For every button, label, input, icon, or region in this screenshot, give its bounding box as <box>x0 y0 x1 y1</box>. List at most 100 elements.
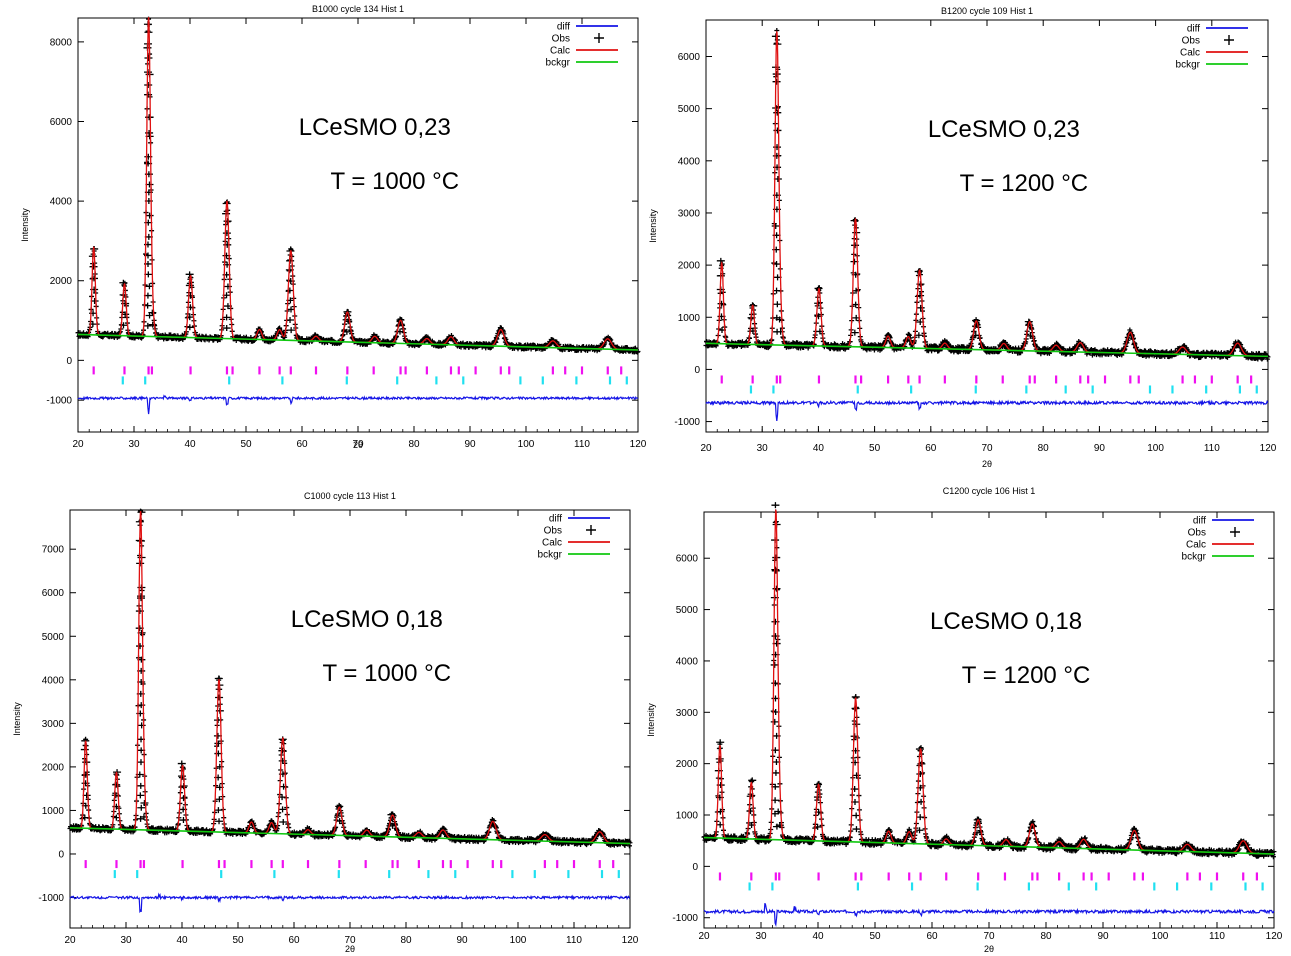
sample-label: LCeSMO 0,18 <box>291 606 443 633</box>
y-tick-label: 5000 <box>676 605 699 616</box>
y-tick-label: 1000 <box>42 806 65 817</box>
y-tick-label: 5000 <box>678 104 701 115</box>
x-tick-label: 110 <box>1204 443 1220 454</box>
x-tick-label: 120 <box>1260 443 1277 454</box>
x-axis-label: 2θ <box>984 944 994 954</box>
y-axis-label: Intensity <box>20 208 30 242</box>
x-tick-label: 80 <box>1040 931 1052 942</box>
chart-panel-3: C1000 cycle 113 Hist 1 20 30 40 50 60 70 80 90 10… <box>12 491 639 954</box>
legend-label-obs: Obs <box>1188 528 1206 539</box>
y-tick-label: 4000 <box>678 156 701 167</box>
legend-swatch-obs <box>1230 527 1240 537</box>
x-tick-label: 50 <box>869 443 881 454</box>
x-tick-label: 110 <box>574 439 590 450</box>
x-tick-label: 90 <box>1094 443 1106 454</box>
x-tick-label: 80 <box>1038 443 1050 454</box>
y-tick-label: 0 <box>694 365 700 376</box>
x-tick-label: 80 <box>400 935 412 946</box>
y-tick-label: -1000 <box>672 913 698 924</box>
bckgr-series <box>69 827 631 845</box>
y-tick-label: -1000 <box>38 893 64 904</box>
temperature-label: T = 1200 °C <box>962 662 1091 689</box>
x-tick-label: 90 <box>1097 931 1109 942</box>
x-tick-label: 120 <box>630 439 647 450</box>
y-tick-label: 0 <box>66 356 72 367</box>
legend-label-calc: Calc <box>550 46 570 57</box>
x-tick-label: 30 <box>120 935 132 946</box>
diff-series <box>69 892 631 914</box>
sample-label: LCeSMO 0,23 <box>928 116 1080 143</box>
legend-label-bckgr: bckgr <box>1182 552 1207 563</box>
x-tick-label: 80 <box>408 439 420 450</box>
legend-label-calc: Calc <box>1186 540 1206 551</box>
x-tick-label: 100 <box>1152 931 1169 942</box>
x-tick-label: 40 <box>176 935 188 946</box>
legend-label-bckgr: bckgr <box>538 550 563 561</box>
legend-label-obs: Obs <box>1182 36 1200 47</box>
y-tick-label: 8000 <box>50 37 73 48</box>
x-tick-label: 100 <box>510 935 527 946</box>
chart-title: B1200 cycle 109 Hist 1 <box>941 6 1033 16</box>
y-tick-label: 2000 <box>676 759 699 770</box>
sample-label: LCeSMO 0,18 <box>930 608 1082 635</box>
y-tick-label: 0 <box>692 862 698 873</box>
legend-label-calc: Calc <box>1180 48 1200 59</box>
x-tick-label: 60 <box>296 439 308 450</box>
chart-panel-4: C1200 cycle 106 Hist 1 20 30 40 50 60 70 80 90 10… <box>646 486 1283 954</box>
y-tick-label: 4000 <box>676 656 699 667</box>
x-tick-label: 30 <box>128 439 140 450</box>
y-tick-label: 5000 <box>42 632 65 643</box>
x-tick-label: 40 <box>813 443 825 454</box>
chart-title: C1000 cycle 113 Hist 1 <box>304 491 396 501</box>
x-tick-label: 70 <box>981 443 993 454</box>
legend-label-diff: diff <box>1193 516 1206 527</box>
y-tick-label: 6000 <box>676 554 699 565</box>
legend-label-calc: Calc <box>542 538 562 549</box>
x-tick-label: 120 <box>1266 931 1283 942</box>
x-tick-label: 110 <box>566 935 582 946</box>
y-tick-label: -1000 <box>46 396 72 407</box>
x-tick-label: 20 <box>64 935 76 946</box>
y-axis-label: Intensity <box>648 209 658 243</box>
x-tick-label: 40 <box>184 439 196 450</box>
y-tick-label: 6000 <box>42 588 65 599</box>
y-tick-label: 4000 <box>42 675 65 686</box>
y-tick-label: 2000 <box>50 276 73 287</box>
temperature-label: T = 1200 °C <box>960 170 1089 197</box>
x-tick-label: 70 <box>344 935 356 946</box>
legend-label-bckgr: bckgr <box>1176 60 1201 71</box>
legend-swatch-obs <box>1224 35 1234 45</box>
x-tick-label: 30 <box>757 443 769 454</box>
x-axis-label: 2θ <box>353 440 363 450</box>
chart-title: B1000 cycle 134 Hist 1 <box>312 4 404 14</box>
bckgr-series <box>77 333 639 351</box>
x-tick-label: 20 <box>698 931 710 942</box>
temperature-label: T = 1000 °C <box>331 168 460 195</box>
plot-frame <box>705 19 1269 433</box>
plot-frame <box>77 17 639 433</box>
y-axis-label: Intensity <box>646 703 656 737</box>
chart-panel-1: B1000 cycle 134 Hist 1 20 30 40 50 60 70 80 90 10… <box>20 4 647 450</box>
legend-label-diff: diff <box>549 514 562 525</box>
x-tick-label: 70 <box>352 439 364 450</box>
y-tick-label: 3000 <box>676 708 699 719</box>
bckgr-series <box>705 342 1269 358</box>
x-tick-label: 20 <box>700 443 712 454</box>
x-axis-label: 2θ <box>982 459 992 469</box>
x-tick-label: 30 <box>755 931 767 942</box>
x-tick-label: 60 <box>925 443 937 454</box>
y-tick-label: -1000 <box>674 417 700 428</box>
y-tick-label: 1000 <box>678 313 701 324</box>
y-tick-label: 3000 <box>42 719 65 730</box>
x-tick-label: 100 <box>518 439 535 450</box>
plot-frame <box>703 511 1275 929</box>
y-tick-label: 0 <box>58 849 64 860</box>
y-tick-label: 6000 <box>50 117 73 128</box>
legend-swatch-obs <box>586 525 596 535</box>
legend-label-diff: diff <box>1187 24 1200 35</box>
temperature-label: T = 1000 °C <box>323 660 452 687</box>
x-tick-label: 110 <box>1209 931 1225 942</box>
diff-series <box>703 902 1275 927</box>
legend-swatch-obs <box>594 33 604 43</box>
legend-label-obs: Obs <box>544 526 562 537</box>
